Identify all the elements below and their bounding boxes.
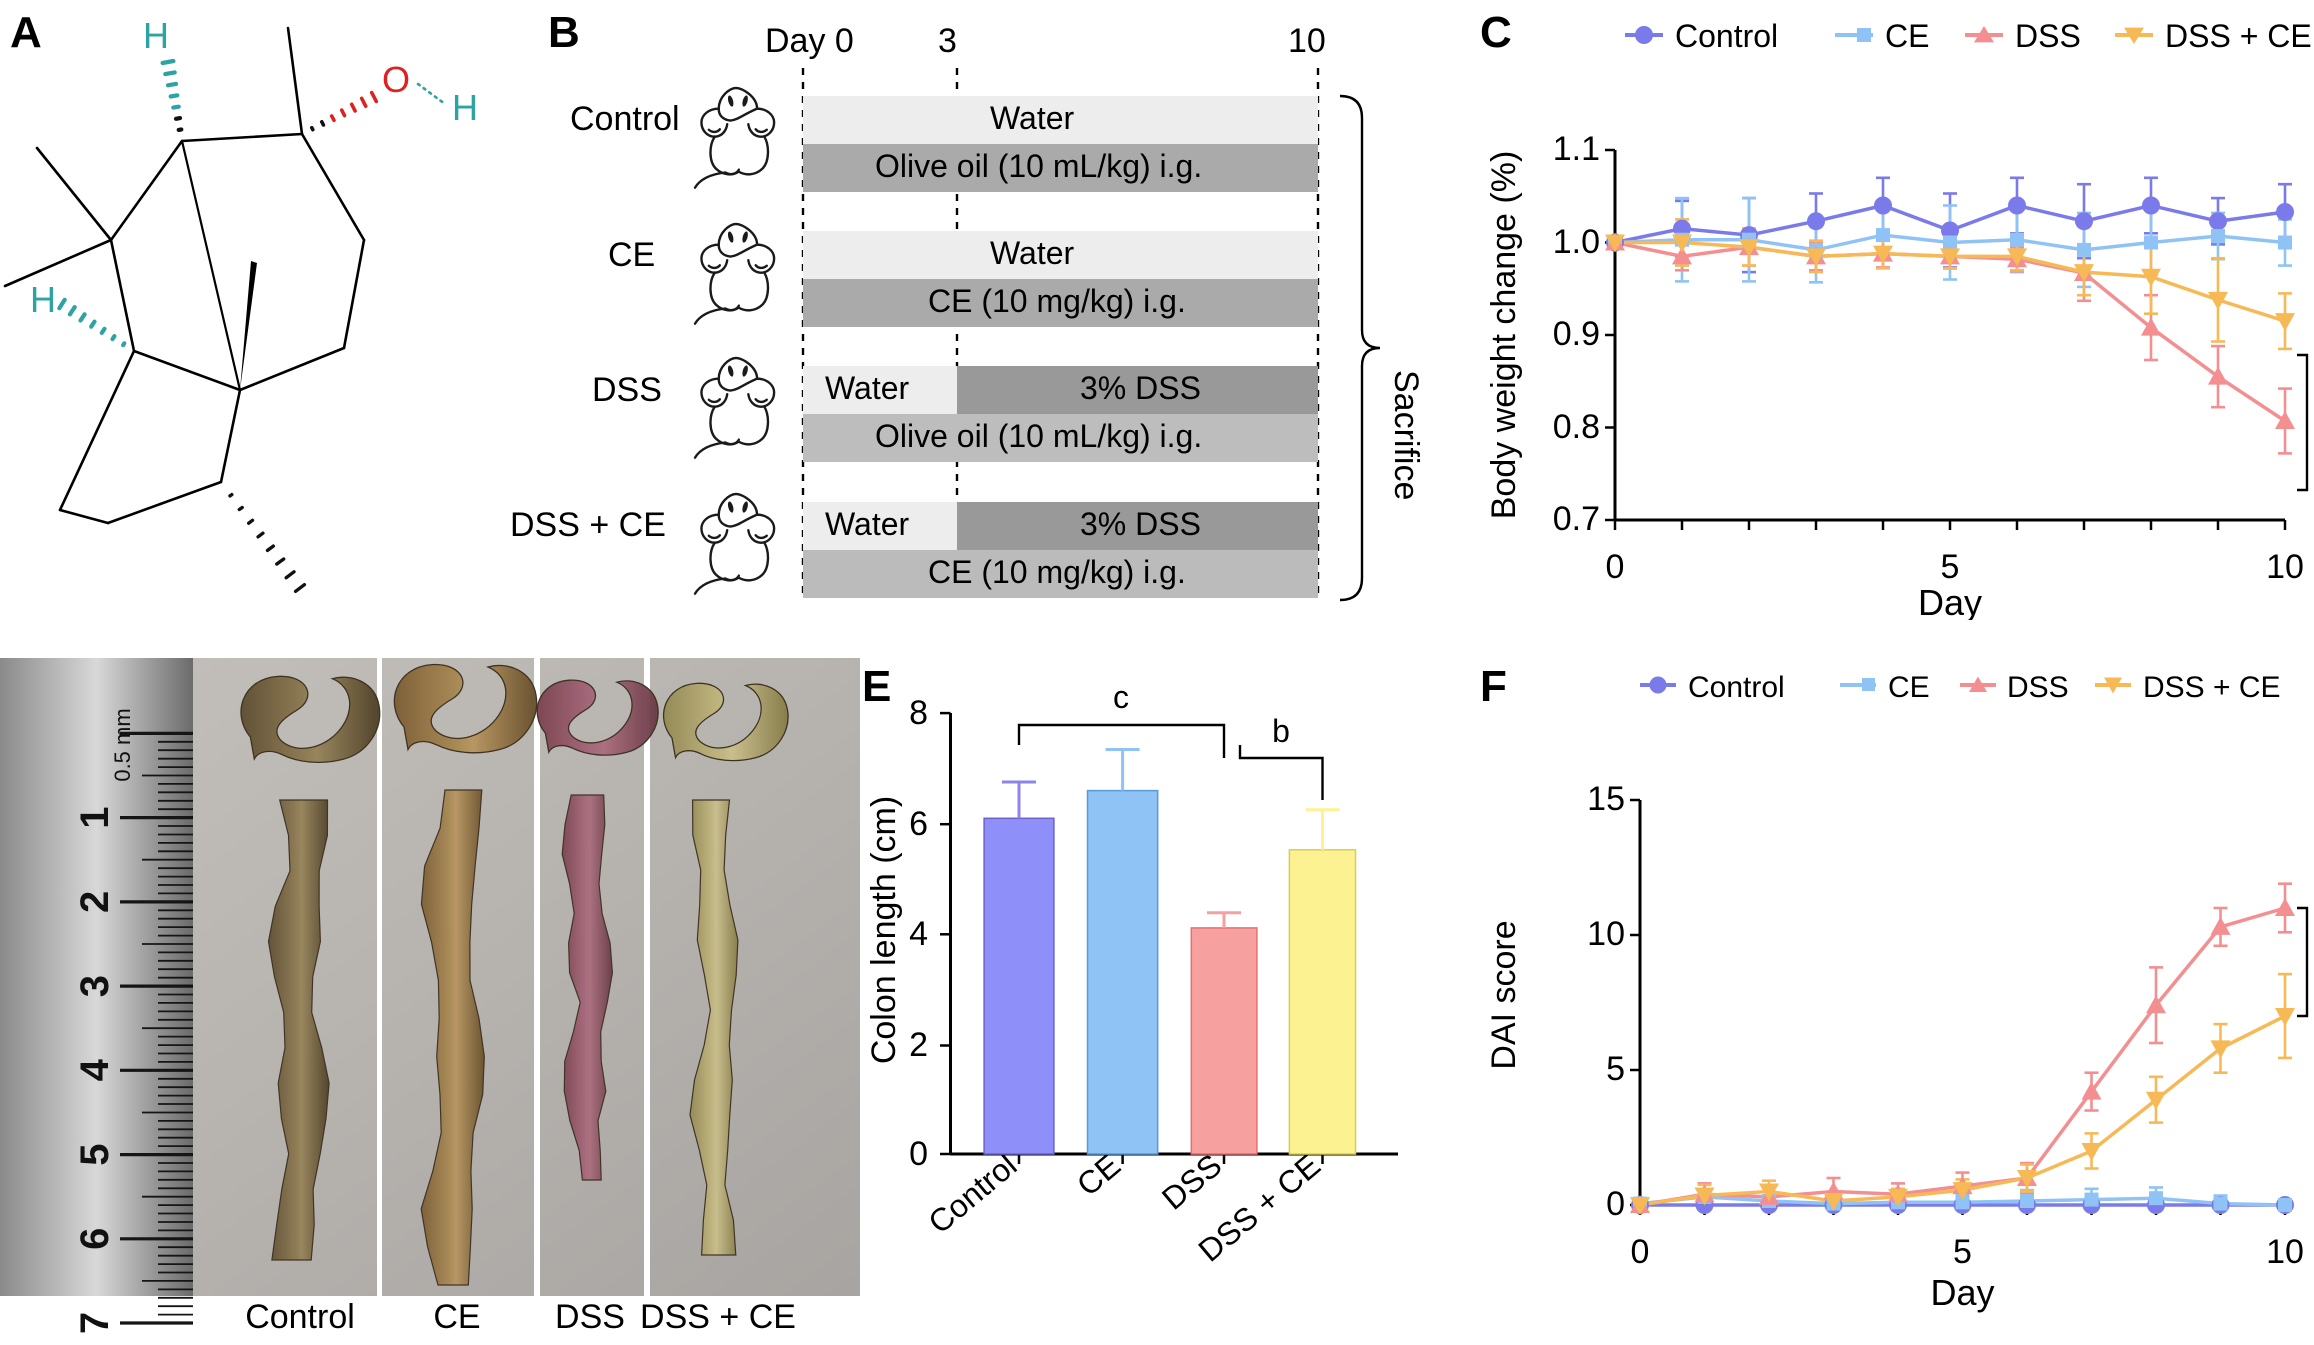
svg-text:15: 15 — [1587, 780, 1625, 818]
svg-text:CE: CE — [433, 1298, 480, 1336]
svg-text:1.0: 1.0 — [1553, 223, 1600, 261]
svg-text:Olive oil (10 mL/kg) i.g.: Olive oil (10 mL/kg) i.g. — [875, 418, 1202, 454]
svg-text:10: 10 — [2266, 1233, 2304, 1271]
svg-text:3: 3 — [73, 975, 117, 997]
svg-text:Control: Control — [921, 1147, 1023, 1241]
svg-text:O: O — [382, 59, 410, 100]
svg-text:0: 0 — [1631, 1233, 1650, 1271]
svg-text:Day 0: Day 0 — [765, 22, 854, 60]
svg-text:CE (10 mg/kg) i.g.: CE (10 mg/kg) i.g. — [928, 554, 1186, 590]
svg-text:DSS: DSS — [1155, 1147, 1229, 1217]
svg-text:Control: Control — [570, 100, 680, 138]
svg-text:DSS: DSS — [592, 371, 662, 409]
svg-text:CE: CE — [1885, 18, 1929, 54]
svg-text:3: 3 — [938, 22, 957, 60]
svg-text:Colon length (cm): Colon length (cm) — [865, 796, 903, 1064]
svg-text:2: 2 — [909, 1026, 928, 1064]
svg-text:6: 6 — [909, 805, 928, 843]
svg-text:H: H — [143, 15, 169, 56]
svg-text:0.8: 0.8 — [1553, 408, 1600, 446]
svg-text:5: 5 — [1941, 548, 1960, 586]
svg-text:c: c — [1113, 679, 1129, 715]
svg-text:4: 4 — [909, 915, 928, 953]
svg-text:DSS + CE: DSS + CE — [640, 1298, 796, 1336]
svg-text:Control: Control — [1688, 671, 1785, 704]
svg-text:CE: CE — [1888, 671, 1930, 704]
svg-text:10: 10 — [2266, 548, 2304, 586]
svg-text:1.1: 1.1 — [1553, 130, 1600, 168]
svg-text:5: 5 — [73, 1143, 117, 1165]
svg-text:3% DSS: 3% DSS — [1080, 370, 1201, 406]
svg-text:8: 8 — [909, 694, 928, 732]
svg-text:10: 10 — [1288, 22, 1326, 60]
svg-text:2: 2 — [73, 891, 117, 913]
svg-text:0.9: 0.9 — [1553, 315, 1600, 353]
svg-text:0.7: 0.7 — [1553, 500, 1600, 538]
svg-text:0.5 mm: 0.5 mm — [110, 708, 135, 781]
svg-text:H: H — [452, 87, 478, 128]
svg-text:Day: Day — [1918, 582, 1982, 620]
svg-text:0: 0 — [909, 1135, 928, 1173]
svg-text:Olive oil (10 mL/kg) i.g.: Olive oil (10 mL/kg) i.g. — [875, 148, 1202, 184]
svg-text:6: 6 — [73, 1228, 117, 1250]
svg-text:H: H — [30, 279, 56, 320]
svg-text:DSS + CE: DSS + CE — [2143, 671, 2281, 704]
svg-text:DSS: DSS — [2015, 18, 2081, 54]
svg-text:5: 5 — [1606, 1050, 1625, 1088]
svg-text:b: b — [1272, 713, 1290, 749]
svg-text:4: 4 — [73, 1058, 117, 1081]
svg-text:0: 0 — [1606, 548, 1625, 586]
svg-text:10: 10 — [1587, 915, 1625, 953]
svg-text:Water: Water — [825, 370, 910, 406]
svg-text:CE (10 mg/kg) i.g.: CE (10 mg/kg) i.g. — [928, 283, 1186, 319]
svg-text:Body weight change (%): Body weight change (%) — [1485, 151, 1523, 520]
svg-text:DSS: DSS — [555, 1298, 625, 1336]
svg-text:Control: Control — [1675, 18, 1778, 54]
svg-text:Water: Water — [990, 235, 1075, 271]
svg-text:Control: Control — [245, 1298, 355, 1336]
svg-text:DSS + CE: DSS + CE — [510, 506, 666, 544]
svg-text:Water: Water — [825, 506, 910, 542]
svg-text:Water: Water — [990, 100, 1075, 136]
svg-text:7: 7 — [73, 1312, 117, 1334]
svg-text:0: 0 — [1606, 1185, 1625, 1223]
svg-text:DSS: DSS — [2007, 671, 2069, 704]
svg-text:DSS + CE: DSS + CE — [2165, 18, 2312, 54]
svg-text:1: 1 — [73, 806, 117, 828]
svg-text:Sacrifice: Sacrifice — [1387, 370, 1425, 500]
svg-text:Day: Day — [1930, 1272, 1994, 1313]
svg-text:3% DSS: 3% DSS — [1080, 506, 1201, 542]
svg-text:CE: CE — [608, 236, 655, 274]
svg-text:DAI score: DAI score — [1485, 920, 1523, 1069]
svg-text:5: 5 — [1953, 1233, 1972, 1271]
